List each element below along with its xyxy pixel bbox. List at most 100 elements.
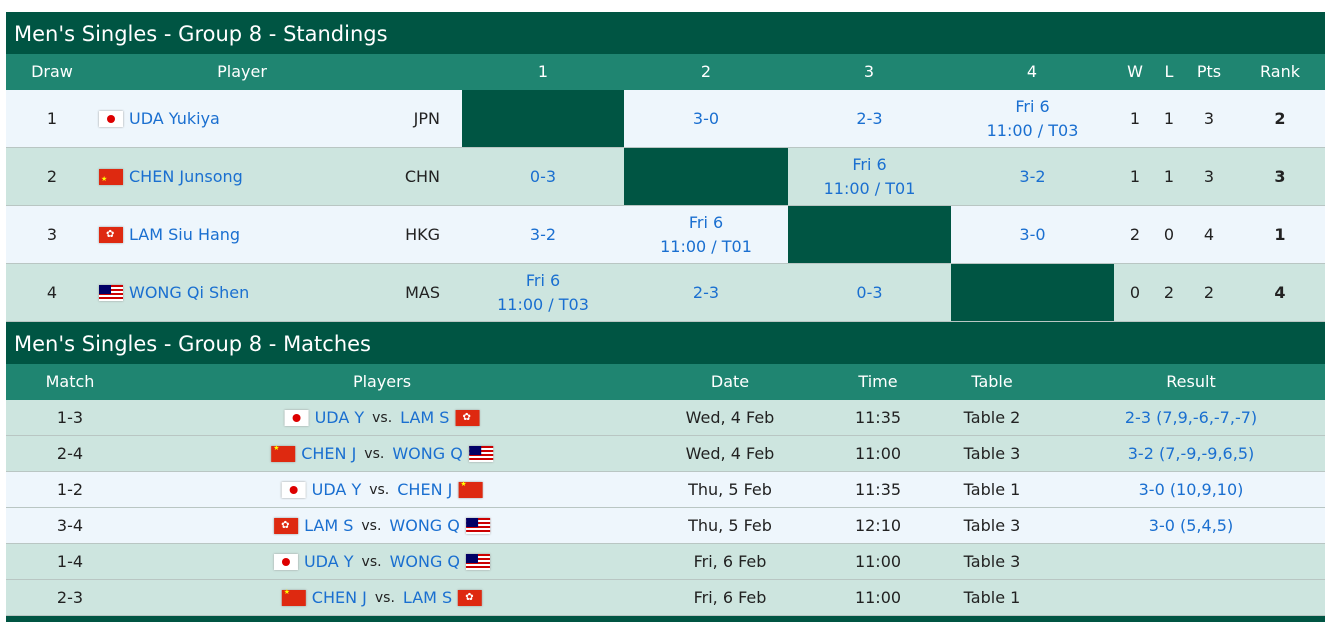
date: Wed, 4 Feb	[685, 444, 775, 463]
result-link[interactable]: 0-3	[529, 166, 557, 186]
vs-label: vs.	[364, 445, 385, 462]
vs-label: vs.	[361, 517, 382, 534]
rank: 1	[1274, 225, 1286, 244]
player1-link[interactable]: UDA Y	[311, 480, 362, 499]
time: 11:00	[854, 444, 902, 463]
scheduled-time[interactable]: 11:00 / T03	[497, 294, 589, 314]
match-id: 1-4	[56, 552, 84, 571]
match-id: 3-4	[56, 516, 84, 535]
player-link[interactable]: WONG Qi Shen	[129, 282, 250, 302]
footer-bar	[6, 616, 1325, 622]
vs-label: vs.	[374, 589, 395, 606]
scheduled-day[interactable]: Fri 6	[1015, 96, 1050, 116]
col-time: Time	[858, 372, 898, 391]
player1-link[interactable]: CHEN J	[311, 588, 367, 607]
date: Thu, 5 Feb	[688, 516, 772, 535]
wins: 0	[1129, 283, 1141, 302]
draw: 1	[46, 109, 58, 128]
standings-row: 1 UDA Yukiya JPN 3-0 2-3 Fri 6 11:00 / T03 1 …	[6, 90, 1325, 148]
scheduled-day[interactable]: Fri 6	[525, 270, 561, 290]
wins: 2	[1129, 225, 1141, 244]
scheduled-time[interactable]: 11:00 / T03	[986, 120, 1079, 140]
col-4: 4	[1026, 62, 1038, 81]
player2-link[interactable]: LAM S	[402, 588, 453, 607]
col-player: Player	[217, 62, 267, 81]
wins: 1	[1129, 109, 1141, 128]
col-rank: Rank	[1260, 62, 1300, 81]
scheduled-time[interactable]: 11:00 / T01	[823, 178, 916, 198]
col-players: Players	[352, 372, 412, 391]
country: MAS	[405, 282, 440, 302]
match-id: 1-3	[56, 408, 84, 427]
table: Table 3	[963, 552, 1021, 571]
points: 4	[1203, 225, 1215, 244]
standings-row: 4 WONG Qi Shen MAS Fri 6 11:00 / T03 2-3 0-3…	[6, 264, 1325, 322]
player2-link[interactable]: LAM S	[400, 408, 450, 427]
flag-mas-icon	[466, 553, 491, 570]
result-link[interactable]: 3-0 (5,4,5)	[1148, 516, 1234, 535]
col-w: W	[1127, 62, 1143, 81]
player1-link[interactable]: LAM S	[304, 516, 354, 535]
flag-chn-icon	[281, 588, 306, 606]
flag-chn-icon	[99, 167, 123, 191]
player-link[interactable]: LAM Siu Hang	[129, 224, 241, 244]
standings-title: Men's Singles - Group 8 - Standings	[6, 12, 1325, 54]
col-1: 1	[537, 62, 549, 81]
time: 12:10	[854, 516, 902, 535]
player1-link[interactable]: UDA Y	[303, 552, 354, 571]
vs-label: vs.	[369, 481, 390, 498]
result-link[interactable]: 3-2 (7,-9,-9,6,5)	[1127, 444, 1255, 463]
player2-link[interactable]: WONG Q	[389, 552, 461, 571]
scheduled-time[interactable]: 11:00 / T01	[660, 236, 752, 256]
player2-link[interactable]: WONG Q	[392, 444, 463, 463]
country: CHN	[404, 166, 440, 186]
country: JPN	[413, 108, 440, 128]
col-date: Date	[710, 372, 750, 391]
time: 11:00	[854, 588, 902, 607]
player-link[interactable]: UDA Yukiya	[129, 108, 220, 128]
result-link[interactable]: 3-0 (10,9,10)	[1138, 480, 1244, 499]
result-link[interactable]: 3-0	[1019, 224, 1046, 244]
self-cell	[624, 148, 788, 205]
matches-title: Men's Singles - Group 8 - Matches	[6, 322, 1325, 364]
self-cell	[462, 90, 624, 147]
standings-row: 3 LAM Siu Hang HKG 3-2 Fri 6 11:00 / T01 3-0…	[6, 206, 1325, 264]
scheduled-day[interactable]: Fri 6	[852, 154, 887, 174]
flag-hkg-icon	[99, 226, 123, 243]
losses: 0	[1163, 225, 1175, 244]
player2-link[interactable]: CHEN J	[397, 480, 453, 499]
col-table: Table	[971, 372, 1013, 391]
scheduled-day[interactable]: Fri 6	[688, 212, 724, 232]
self-cell	[951, 264, 1114, 321]
col-l: L	[1164, 62, 1174, 81]
result-link[interactable]: 2-3 (7,9,-6,-7,-7)	[1124, 408, 1258, 427]
date: Fri, 6 Feb	[693, 552, 767, 571]
result-link[interactable]: 0-3	[856, 282, 883, 302]
points: 3	[1203, 109, 1215, 128]
standings-row: 2 CHEN Junsong CHN 0-3 Fri 6 11:00 / T01 3-2…	[6, 148, 1325, 206]
time: 11:00	[854, 552, 902, 571]
result-link[interactable]: 2-3	[856, 108, 883, 128]
match-row: 1-2 UDA Y vs. CHEN J Thu, 5 Feb 11:35 Ta…	[6, 472, 1325, 508]
match-id: 2-4	[56, 444, 84, 463]
result-link[interactable]: 3-2	[529, 224, 557, 244]
draw: 2	[46, 167, 58, 186]
table: Table 3	[963, 516, 1021, 535]
result-link[interactable]: 3-2	[1019, 166, 1046, 186]
losses: 1	[1163, 109, 1175, 128]
col-2: 2	[700, 62, 712, 81]
match-id: 1-2	[56, 480, 84, 499]
matches-header: Match Players Date Time Table Result	[6, 364, 1325, 400]
player2-link[interactable]: WONG Q	[389, 516, 460, 535]
flag-chn-icon	[271, 444, 296, 462]
player-link[interactable]: CHEN Junsong	[129, 166, 243, 186]
col-pts: Pts	[1196, 62, 1222, 81]
player1-link[interactable]: CHEN J	[301, 444, 357, 463]
flag-hkg-icon	[455, 409, 480, 426]
player1-link[interactable]: UDA Y	[314, 408, 365, 427]
result-link[interactable]: 2-3	[692, 282, 720, 302]
vs-label: vs.	[361, 553, 382, 570]
match-row: 3-4 LAM S vs. WONG Q Thu, 5 Feb 12:10 Ta…	[6, 508, 1325, 544]
points: 2	[1203, 283, 1215, 302]
result-link[interactable]: 3-0	[692, 108, 720, 128]
